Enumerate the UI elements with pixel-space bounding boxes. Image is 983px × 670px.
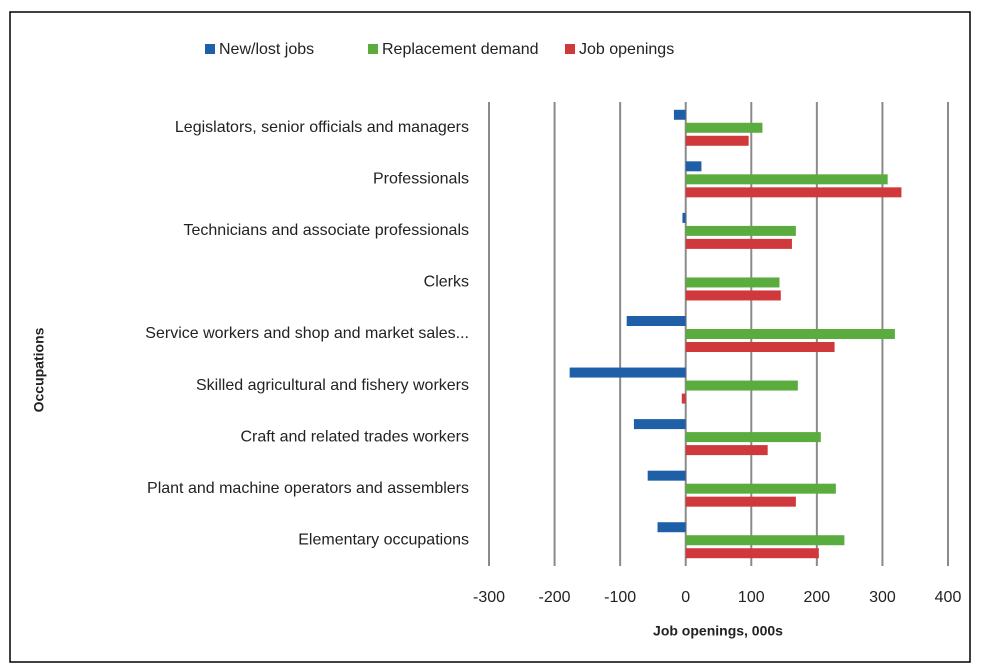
x-tick-label: 400 [935,589,962,606]
bar [682,212,686,223]
bar [685,290,781,301]
y-tick-label: Craft and related trades workers [240,428,469,445]
y-tick-label: Service workers and shop and market sale… [145,325,469,342]
legend-swatch [205,44,215,54]
bar [685,445,768,456]
x-tick-label: 300 [869,589,896,606]
bar [685,535,845,546]
bar [681,393,686,404]
y-tick-label: Elementary occupations [298,531,469,548]
bar [685,342,835,352]
y-tick-label: Technicians and associate professionals [184,222,470,239]
bar [685,187,902,198]
legend-swatch [565,44,575,54]
bar [685,277,780,288]
bar [685,548,819,559]
y-tick-label: Legislators, senior officials and manage… [175,119,469,136]
y-tick-label: Plant and machine operators and assemble… [147,480,469,497]
x-tick-label: -300 [473,589,505,606]
legend-label: Replacement demand [382,41,539,58]
legend-label: Job openings [579,41,674,58]
x-tick-label: 200 [804,589,831,606]
bar [685,329,895,339]
legend-label: New/lost jobs [219,41,314,58]
x-tick-label: 0 [681,589,690,606]
y-tick-label: Professionals [373,171,469,188]
bar [626,316,686,326]
bar [569,367,686,378]
bar [685,432,821,443]
bar [685,238,792,249]
x-tick-label: -200 [539,589,571,606]
bar [685,135,749,146]
bar [685,483,836,494]
x-axis-title: Job openings, 000s [653,623,783,639]
bar [673,109,686,120]
bar [685,225,796,236]
bar [633,419,686,430]
bar [647,470,686,481]
bar [685,122,763,133]
y-tick-label: Clerks [424,274,469,291]
bar [685,496,796,507]
y-axis-title: Occupations [31,327,47,412]
bar [685,161,702,172]
bar [685,380,798,391]
x-tick-label: -100 [604,589,636,606]
bar [685,174,888,185]
legend-swatch [368,44,378,54]
y-tick-label: Skilled agricultural and fishery workers [196,377,469,394]
bar [657,522,686,533]
x-tick-label: 100 [738,589,765,606]
